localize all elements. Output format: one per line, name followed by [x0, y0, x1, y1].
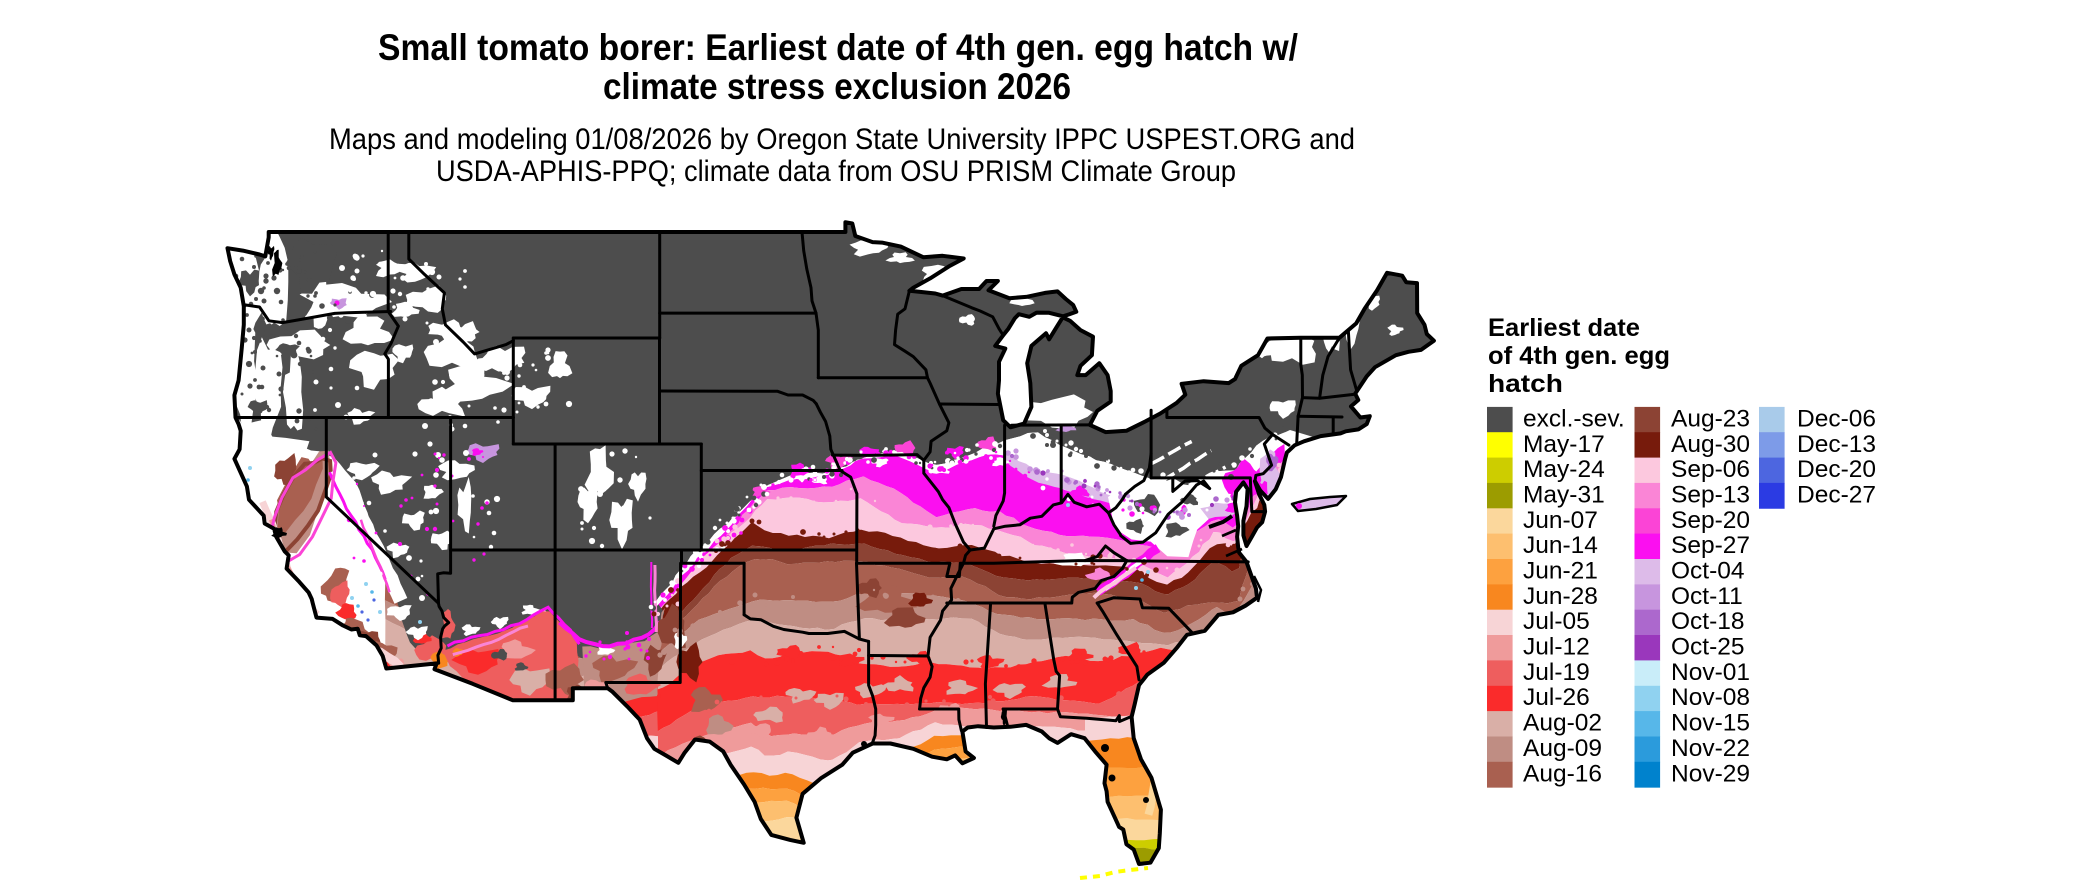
svg-text:Nov-29: Nov-29 — [1671, 760, 1750, 787]
svg-text:Jun-21: Jun-21 — [1523, 558, 1598, 585]
svg-text:Maps and modeling 01/08/2026 b: Maps and modeling 01/08/2026 by Oregon S… — [329, 123, 1355, 156]
svg-text:May-31: May-31 — [1523, 481, 1605, 508]
svg-text:Sep-06: Sep-06 — [1671, 456, 1750, 483]
svg-text:May-24: May-24 — [1523, 456, 1605, 483]
svg-text:hatch: hatch — [1488, 370, 1563, 398]
svg-text:Jul-05: Jul-05 — [1523, 608, 1590, 635]
svg-text:Sep-20: Sep-20 — [1671, 507, 1750, 534]
svg-text:excl.-sev.: excl.-sev. — [1523, 405, 1625, 432]
svg-text:Jul-26: Jul-26 — [1523, 684, 1590, 711]
svg-text:Dec-13: Dec-13 — [1797, 431, 1876, 458]
svg-text:Nov-08: Nov-08 — [1671, 684, 1750, 711]
svg-text:of 4th gen. egg: of 4th gen. egg — [1488, 342, 1670, 370]
svg-text:Nov-22: Nov-22 — [1671, 735, 1750, 762]
svg-text:Jul-19: Jul-19 — [1523, 659, 1590, 686]
svg-text:climate stress exclusion 2026: climate stress exclusion 2026 — [603, 66, 1071, 107]
svg-text:Aug-23: Aug-23 — [1671, 405, 1750, 432]
svg-text:Nov-01: Nov-01 — [1671, 659, 1750, 686]
svg-text:Jun-28: Jun-28 — [1523, 583, 1598, 610]
svg-text:Jun-14: Jun-14 — [1523, 532, 1598, 559]
svg-text:Aug-02: Aug-02 — [1523, 710, 1602, 737]
svg-text:Oct-11: Oct-11 — [1671, 583, 1743, 610]
svg-text:Oct-18: Oct-18 — [1671, 608, 1745, 635]
svg-text:USDA-APHIS-PPQ; climate data f: USDA-APHIS-PPQ; climate data from OSU PR… — [436, 155, 1236, 188]
svg-text:May-17: May-17 — [1523, 431, 1605, 458]
svg-text:Small tomato borer: Earliest d: Small tomato borer: Earliest date of 4th… — [378, 27, 1298, 68]
svg-text:Aug-09: Aug-09 — [1523, 735, 1602, 762]
svg-text:Earliest date: Earliest date — [1488, 314, 1640, 342]
svg-text:Dec-20: Dec-20 — [1797, 456, 1876, 483]
svg-text:Oct-04: Oct-04 — [1671, 558, 1745, 585]
svg-text:Oct-25: Oct-25 — [1671, 634, 1745, 661]
svg-text:Nov-15: Nov-15 — [1671, 710, 1750, 737]
svg-text:Sep-27: Sep-27 — [1671, 532, 1750, 559]
svg-text:Dec-06: Dec-06 — [1797, 405, 1876, 432]
svg-text:Dec-27: Dec-27 — [1797, 481, 1876, 508]
svg-text:Sep-13: Sep-13 — [1671, 481, 1750, 508]
svg-text:Aug-16: Aug-16 — [1523, 760, 1602, 787]
svg-text:Jul-12: Jul-12 — [1523, 634, 1590, 661]
svg-text:Jun-07: Jun-07 — [1523, 507, 1598, 534]
svg-text:Aug-30: Aug-30 — [1671, 431, 1750, 458]
